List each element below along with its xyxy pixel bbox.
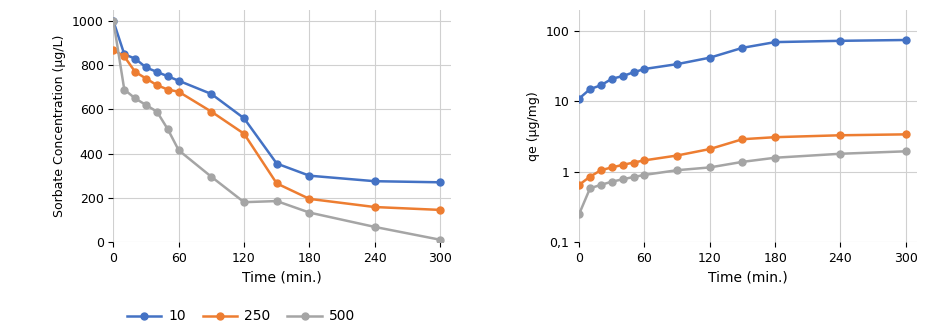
250 xyxy=(703,147,715,151)
Line: 250: 250 xyxy=(110,46,443,213)
250 xyxy=(616,163,628,167)
10 xyxy=(303,174,314,178)
Line: 500: 500 xyxy=(110,18,443,243)
500 xyxy=(108,19,119,23)
500 xyxy=(119,88,130,92)
500 xyxy=(616,177,628,181)
500 xyxy=(703,165,715,169)
10 xyxy=(271,162,282,166)
10 xyxy=(834,39,845,43)
Line: 250: 250 xyxy=(575,131,908,188)
500 xyxy=(434,238,446,242)
500 xyxy=(303,211,314,215)
250 xyxy=(368,205,379,209)
500 xyxy=(129,96,141,100)
10 xyxy=(605,77,616,81)
10 xyxy=(238,116,249,120)
250 xyxy=(583,175,595,179)
250 xyxy=(627,161,638,165)
10 xyxy=(573,96,584,100)
250 xyxy=(736,137,748,141)
500 xyxy=(151,110,162,114)
500 xyxy=(238,200,249,204)
500 xyxy=(627,175,638,179)
10 xyxy=(627,70,638,74)
10 xyxy=(616,74,628,78)
250 xyxy=(434,208,446,212)
500 xyxy=(173,148,184,152)
250 xyxy=(638,158,649,162)
10 xyxy=(899,38,910,42)
10 xyxy=(173,79,184,83)
10 xyxy=(583,87,595,91)
500 xyxy=(768,156,780,160)
Y-axis label: Sorbate Concentration (µg/L): Sorbate Concentration (µg/L) xyxy=(53,35,66,217)
Line: 500: 500 xyxy=(575,148,908,217)
10 xyxy=(129,57,141,61)
500 xyxy=(583,186,595,190)
250 xyxy=(768,135,780,139)
10 xyxy=(434,180,446,184)
10 xyxy=(206,92,217,96)
250 xyxy=(238,132,249,136)
500 xyxy=(271,199,282,203)
250 xyxy=(595,168,606,172)
10 xyxy=(162,74,174,78)
10 xyxy=(141,66,152,70)
250 xyxy=(206,110,217,114)
250 xyxy=(129,70,141,74)
10 xyxy=(595,83,606,87)
250 xyxy=(671,154,683,158)
250 xyxy=(151,83,162,87)
500 xyxy=(834,152,845,156)
500 xyxy=(638,173,649,177)
Y-axis label: qe (µg/mg): qe (µg/mg) xyxy=(527,91,539,161)
10 xyxy=(108,19,119,23)
10 xyxy=(671,62,683,66)
10 xyxy=(368,179,379,183)
250 xyxy=(303,197,314,201)
X-axis label: Time (min.): Time (min.) xyxy=(242,270,322,284)
500 xyxy=(141,103,152,107)
250 xyxy=(119,54,130,58)
500 xyxy=(899,149,910,153)
250 xyxy=(173,90,184,94)
500 xyxy=(573,212,584,216)
250 xyxy=(899,132,910,136)
10 xyxy=(768,40,780,44)
250 xyxy=(108,48,119,52)
250 xyxy=(271,181,282,185)
500 xyxy=(162,127,174,131)
Line: 10: 10 xyxy=(575,37,908,102)
10 xyxy=(151,70,162,74)
10 xyxy=(119,52,130,56)
10 xyxy=(736,46,748,50)
250 xyxy=(605,165,616,169)
10 xyxy=(703,56,715,60)
250 xyxy=(141,77,152,81)
500 xyxy=(671,168,683,172)
500 xyxy=(595,183,606,187)
500 xyxy=(736,160,748,164)
500 xyxy=(368,225,379,229)
250 xyxy=(162,88,174,92)
X-axis label: Time (min.): Time (min.) xyxy=(707,270,787,284)
Legend: 10, 250, 500: 10, 250, 500 xyxy=(121,304,361,329)
Line: 10: 10 xyxy=(110,18,443,186)
10 xyxy=(638,67,649,71)
250 xyxy=(573,183,584,187)
250 xyxy=(834,133,845,137)
500 xyxy=(605,180,616,184)
500 xyxy=(206,175,217,179)
